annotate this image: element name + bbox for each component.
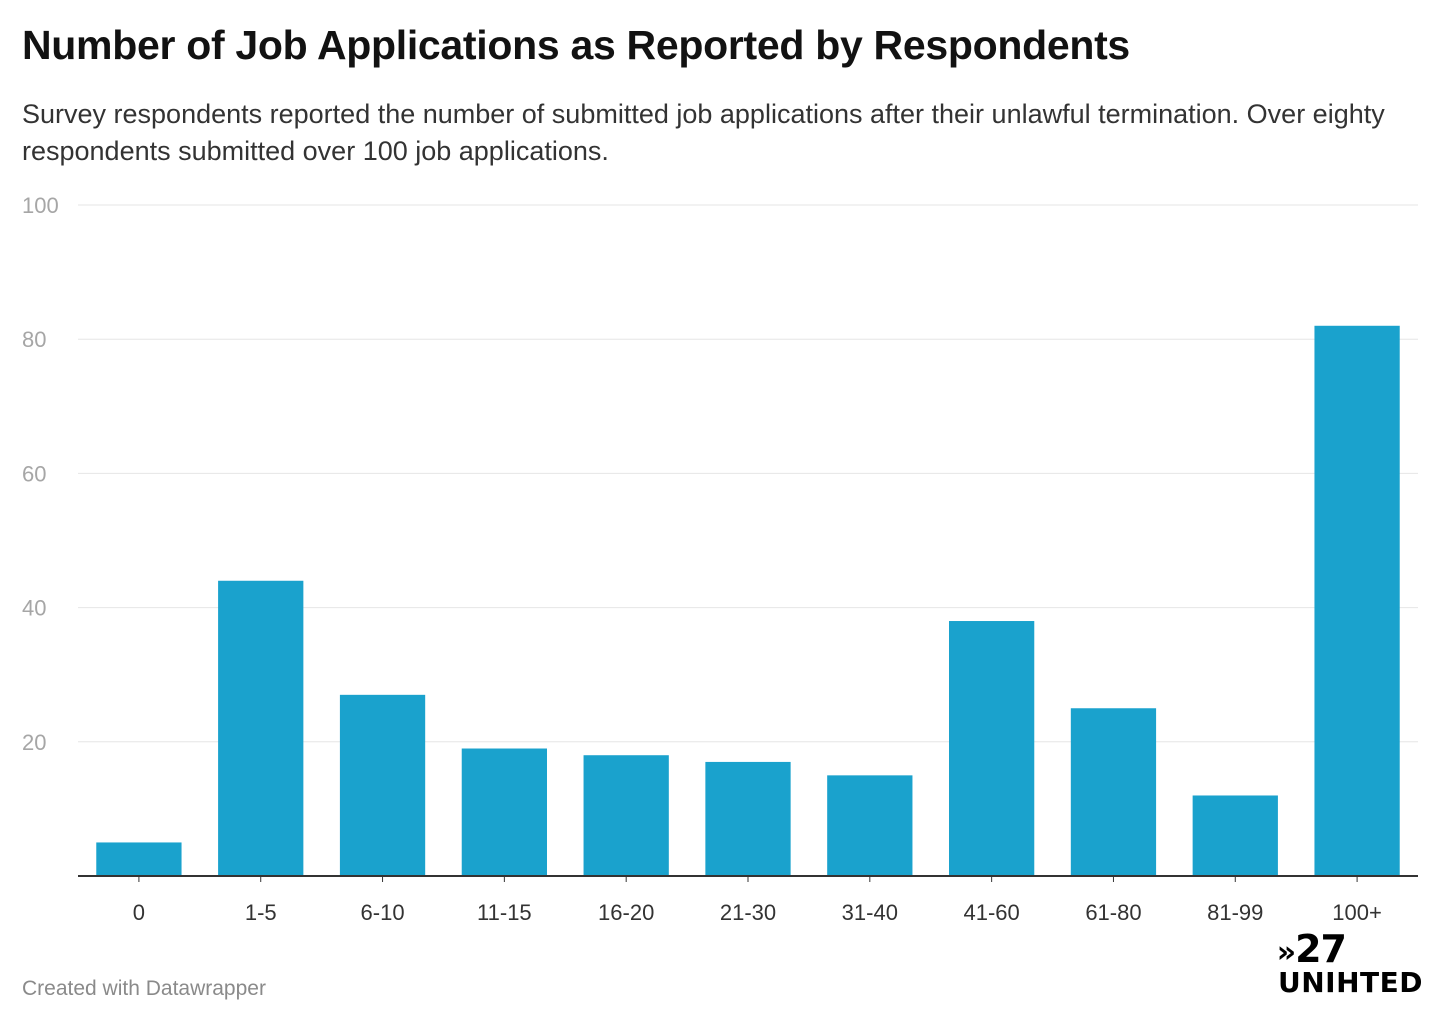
bar-100+ (1314, 325, 1400, 876)
bar-81-99 (1192, 795, 1278, 876)
bar-31-40 (827, 775, 913, 876)
x-tick-label: 6-10 (361, 900, 405, 925)
x-tick-label: 31-40 (842, 900, 898, 925)
bar-6-10 (339, 694, 426, 876)
x-tick-label: 100+ (1332, 900, 1382, 925)
x-tick-label: 11-15 (477, 900, 532, 925)
bar-41-60 (949, 621, 1035, 876)
logo-number: 27 (1295, 927, 1347, 971)
y-tick-label: 100 (22, 193, 59, 218)
chart-title: Number of Job Applications as Reported b… (22, 22, 1130, 68)
footer-credit: Created with Datawrapper (22, 977, 266, 1000)
bar-1-5 (218, 580, 304, 876)
bar-16-20 (583, 755, 669, 876)
x-tick-label: 21-30 (720, 900, 776, 925)
y-tick-label: 20 (22, 730, 46, 755)
y-tick-label: 80 (22, 327, 46, 352)
bar-11-15 (461, 748, 547, 876)
x-tick-label: 41-60 (963, 900, 1019, 925)
logo-wordmark: UNIHTED (1278, 966, 1423, 999)
x-tick-label: 0 (133, 900, 145, 925)
bar-61-80 (1070, 708, 1157, 876)
bars (96, 325, 1400, 876)
bar-21-30 (705, 761, 791, 876)
brand-logo: »27 UNIHTED (1276, 927, 1428, 999)
x-axis-ticks: 0 1-5 6-10 11-15 16-20 21-30 31-40 41-60 61-80 81… (133, 876, 1382, 925)
x-tick-label: 1-5 (245, 900, 277, 925)
x-tick-label: 16-20 (598, 900, 654, 925)
y-tick-label: 60 (22, 461, 46, 486)
x-tick-label: 61-80 (1085, 900, 1141, 925)
y-tick-label: 40 (22, 596, 46, 621)
y-axis-ticks: 20 40 60 80 100 (22, 193, 59, 755)
bar-0 (96, 842, 182, 876)
chart-subtitle: Survey respondents reported the number o… (22, 99, 1385, 166)
logo-chevron: » (1276, 935, 1296, 970)
x-tick-label: 81-99 (1207, 900, 1263, 925)
